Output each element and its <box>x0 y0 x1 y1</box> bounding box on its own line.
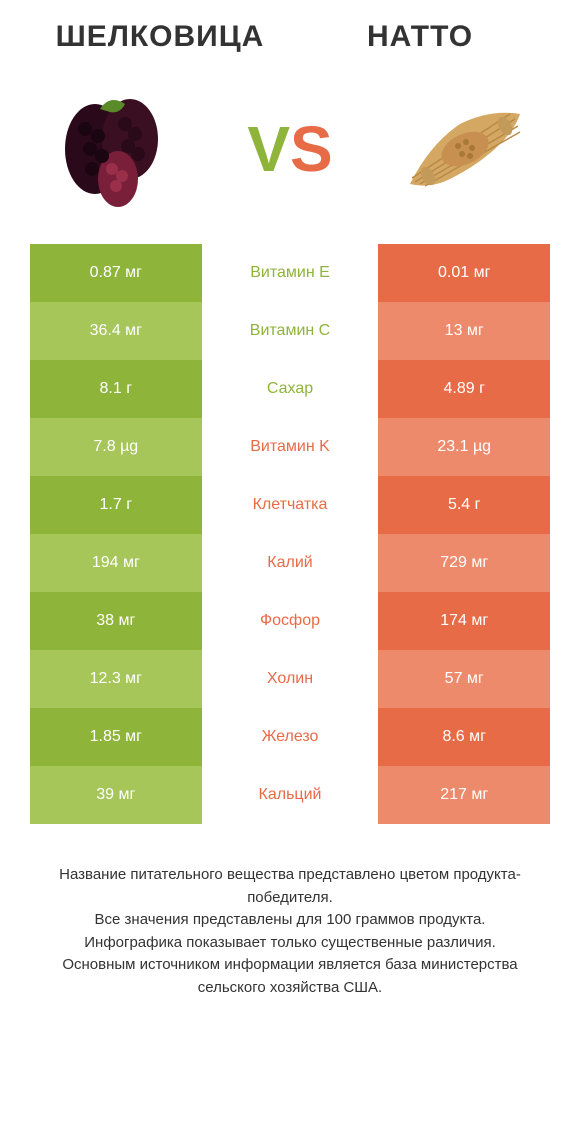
cell-left-value: 39 мг <box>30 766 202 824</box>
cell-nutrient-label: Витамин E <box>202 244 379 302</box>
cell-right-value: 4.89 г <box>378 360 550 418</box>
cell-left-value: 38 мг <box>30 592 202 650</box>
cell-left-value: 12.3 мг <box>30 650 202 708</box>
cell-left-value: 7.8 µg <box>30 418 202 476</box>
table-row: 0.87 мгВитамин E0.01 мг <box>30 244 550 302</box>
cell-right-value: 57 мг <box>378 650 550 708</box>
table-row: 194 мгКалий729 мг <box>30 534 550 592</box>
table-row: 36.4 мгВитамин C13 мг <box>30 302 550 360</box>
cell-right-value: 174 мг <box>378 592 550 650</box>
vs-v: V <box>247 113 290 185</box>
table-row: 7.8 µgВитамин K23.1 µg <box>30 418 550 476</box>
cell-right-value: 729 мг <box>378 534 550 592</box>
table-row: 39 мгКальций217 мг <box>30 766 550 824</box>
table-row: 38 мгФосфор174 мг <box>30 592 550 650</box>
footer-line: Все значения представлены для 100 граммо… <box>40 909 540 932</box>
cell-right-value: 23.1 µg <box>378 418 550 476</box>
table-row: 12.3 мгХолин57 мг <box>30 650 550 708</box>
cell-nutrient-label: Сахар <box>202 360 379 418</box>
cell-nutrient-label: Железо <box>202 708 379 766</box>
footer-line: Основным источником информации является … <box>40 954 540 999</box>
food-image-right <box>380 84 540 214</box>
cell-left-value: 1.85 мг <box>30 708 202 766</box>
cell-nutrient-label: Витамин K <box>202 418 379 476</box>
cell-nutrient-label: Витамин C <box>202 302 379 360</box>
cell-nutrient-label: Клетчатка <box>202 476 379 534</box>
cell-nutrient-label: Фосфор <box>202 592 379 650</box>
cell-left-value: 36.4 мг <box>30 302 202 360</box>
title-left: ШЕЛКОВИЦА <box>30 20 290 54</box>
table-row: 1.7 гКлетчатка5.4 г <box>30 476 550 534</box>
cell-nutrient-label: Кальций <box>202 766 379 824</box>
footer-line: Название питательного вещества представл… <box>40 864 540 909</box>
vs-s: S <box>290 113 333 185</box>
cell-nutrient-label: Калий <box>202 534 379 592</box>
cell-left-value: 194 мг <box>30 534 202 592</box>
cell-right-value: 5.4 г <box>378 476 550 534</box>
footer-line: Инфографика показывает только существенн… <box>40 932 540 955</box>
comparison-table: 0.87 мгВитамин E0.01 мг36.4 мгВитамин C1… <box>30 244 550 824</box>
cell-left-value: 1.7 г <box>30 476 202 534</box>
vs-label: VS <box>247 112 332 186</box>
cell-right-value: 217 мг <box>378 766 550 824</box>
cell-left-value: 0.87 мг <box>30 244 202 302</box>
cell-right-value: 13 мг <box>378 302 550 360</box>
images-row: VS <box>30 84 550 214</box>
food-image-left <box>40 84 200 214</box>
cell-nutrient-label: Холин <box>202 650 379 708</box>
table-row: 8.1 гСахар4.89 г <box>30 360 550 418</box>
cell-right-value: 8.6 мг <box>378 708 550 766</box>
cell-right-value: 0.01 мг <box>378 244 550 302</box>
title-right: НАТТО <box>290 20 550 54</box>
table-row: 1.85 мгЖелезо8.6 мг <box>30 708 550 766</box>
footer-note: Название питательного вещества представл… <box>30 864 550 999</box>
cell-left-value: 8.1 г <box>30 360 202 418</box>
header: ШЕЛКОВИЦА НАТТО <box>30 20 550 54</box>
